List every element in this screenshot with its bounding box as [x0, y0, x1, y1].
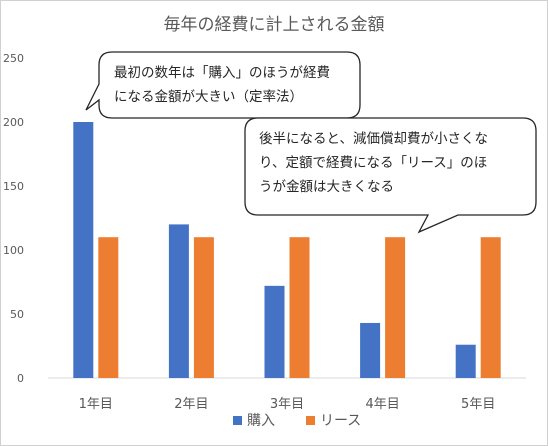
callout-lease-text: 後半になると、減価償却費が小さくなり、定額で経費になる「リース」のほうが金額は大…: [259, 130, 488, 195]
callout-line: り、定額で経費になる「リース」のほ: [259, 155, 487, 171]
legend-label-purchase: 購入: [247, 413, 275, 429]
y-tick-label: 50: [10, 308, 24, 321]
callout-lease-bubble: [244, 117, 537, 234]
callout-line: 最初の数年は「購入」のほうが経費: [114, 64, 330, 81]
x-tick-label: 5年目: [461, 397, 495, 412]
legend-swatch-purchase: [233, 416, 242, 425]
y-tick-label: 150: [3, 180, 24, 193]
y-axis: 0 50 100 150 200 250: [3, 52, 24, 385]
callout-line: うが金額は大きくなる: [259, 179, 394, 195]
bar-purchase-4: [360, 322, 381, 378]
y-tick-label: 0: [17, 372, 24, 385]
bar-purchase-2: [168, 224, 189, 378]
x-tick-label: 3年目: [270, 397, 304, 412]
legend-label-lease: リース: [320, 413, 361, 429]
bar-lease-4: [385, 237, 406, 378]
callout-lease: 後半になると、減価償却費が小さくなり、定額で経費になる「リース」のほうが金額は大…: [244, 117, 537, 234]
chart-title: 毎年の経費に計上される金額: [164, 15, 385, 35]
legend: 購入 リース: [233, 413, 361, 429]
y-tick-label: 200: [3, 116, 24, 129]
y-tick-label: 100: [3, 244, 24, 257]
legend-swatch-lease: [306, 416, 315, 425]
bar-purchase-1: [73, 122, 94, 378]
bar-lease-5: [480, 237, 501, 378]
x-tick-label: 2年目: [174, 397, 208, 412]
bar-lease-1: [98, 237, 119, 378]
x-axis: 1年目 2年目 3年目 4年目 5年目: [79, 397, 496, 412]
callout-purchase: 最初の数年は「購入」のほうが経費になる金額が大きい（定率法）: [85, 51, 361, 119]
x-tick-label: 1年目: [79, 397, 113, 412]
bar-purchase-5: [455, 344, 476, 378]
bar-lease-2: [193, 237, 214, 378]
x-tick-label: 4年目: [365, 397, 399, 412]
bar-lease-3: [289, 237, 310, 378]
callout-line: 後半になると、減価償却費が小さくな: [259, 130, 488, 147]
callout-purchase-bubble: [85, 51, 361, 119]
bar-purchase-3: [264, 285, 285, 378]
callout-line: になる金額が大きい（定率法）: [114, 88, 303, 105]
callout-purchase-text: 最初の数年は「購入」のほうが経費になる金額が大きい（定率法）: [114, 64, 330, 105]
bars: [73, 122, 501, 378]
y-tick-label: 250: [3, 52, 24, 65]
